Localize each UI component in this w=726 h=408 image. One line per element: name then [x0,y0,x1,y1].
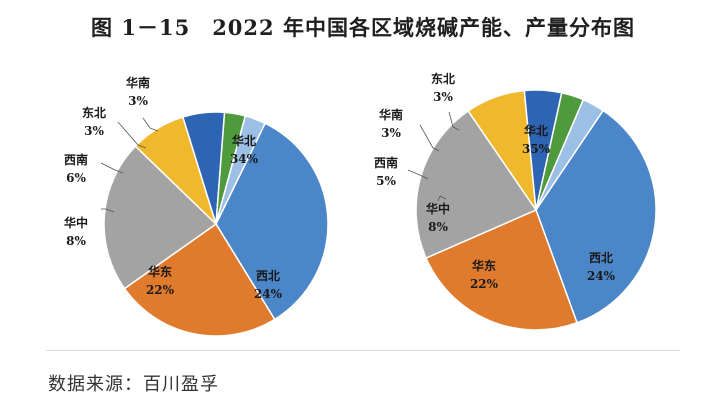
pie-slice [103,145,218,290]
chart-title: 图 1－15 2022 年中国各区域烧碱产能、产量分布图 [0,12,726,42]
leader-line [117,121,139,146]
leader-line [448,111,454,128]
slice-label-name: 华北 [232,133,256,148]
slice-label-value: 3% [433,90,453,104]
leader-line [432,147,440,152]
leader-line [421,175,429,180]
slice-label-name: 东北 [82,105,106,120]
leader-line [419,124,434,149]
slice-label-value: 8% [66,234,86,248]
slice-label-value: 3% [128,94,148,108]
leader-line [407,169,423,177]
slice-label-name: 华北 [524,123,548,138]
leader-line [452,126,460,131]
slice-label-value: 35% [522,142,551,156]
slice-label-name: 华东 [148,264,172,279]
divider [46,350,680,351]
slice-label-value: 6% [66,171,86,185]
slice-label-value: 8% [428,220,448,234]
pie-slice [215,114,267,225]
slice-label-value: 22% [470,277,499,291]
figure-title-text: 2022 年中国各区域烧碱产能、产量分布图 [212,15,635,40]
leader-line [142,117,151,129]
slice-label-value: 3% [84,124,104,138]
slice-label-value: 24% [587,269,616,283]
slice-label-value: 22% [146,283,175,297]
pie-slice [123,222,276,337]
slice-label-name: 华中 [64,215,88,230]
slice-label-value: 24% [254,287,283,301]
leader-line [137,144,147,149]
slice-label-name: 华南 [379,107,403,122]
leader-line [105,208,115,213]
pie-slice [535,98,605,211]
figure-number: 图 1－15 [91,15,191,40]
pie-1: 华北 34% 西北 24% 华东 22% 华中 8% 西南 6% 东北 3% 华南 3% [64,75,329,337]
slice-label-name: 西北 [256,268,280,283]
pie-slice [215,122,329,321]
slice-label-name: 华东 [472,258,496,273]
slice-label-name: 西南 [64,152,88,167]
pie-slice [535,109,657,324]
slice-label-name: 西北 [589,250,613,265]
pie-slice [425,208,579,331]
slice-label-name: 华南 [126,75,150,90]
pie-2: 华北 35% 西北 24% 华东 22% 华中 8% 西南 5% 华南 3% 东北 3% [374,71,657,331]
leader-line [437,195,441,202]
leader-line [149,127,159,132]
leader-line [439,195,447,200]
leader-line [114,169,124,174]
leader-line [100,162,116,171]
slice-label-name: 华中 [426,201,450,216]
slice-label-value: 3% [381,126,401,140]
slice-label-value: 34% [230,152,259,166]
pie-slice [415,109,538,260]
slice-label-value: 5% [376,174,396,188]
data-source: 数据来源：百川盈孚 [48,374,219,395]
slice-label-name: 西南 [374,155,398,170]
slice-label-name: 东北 [431,71,455,86]
